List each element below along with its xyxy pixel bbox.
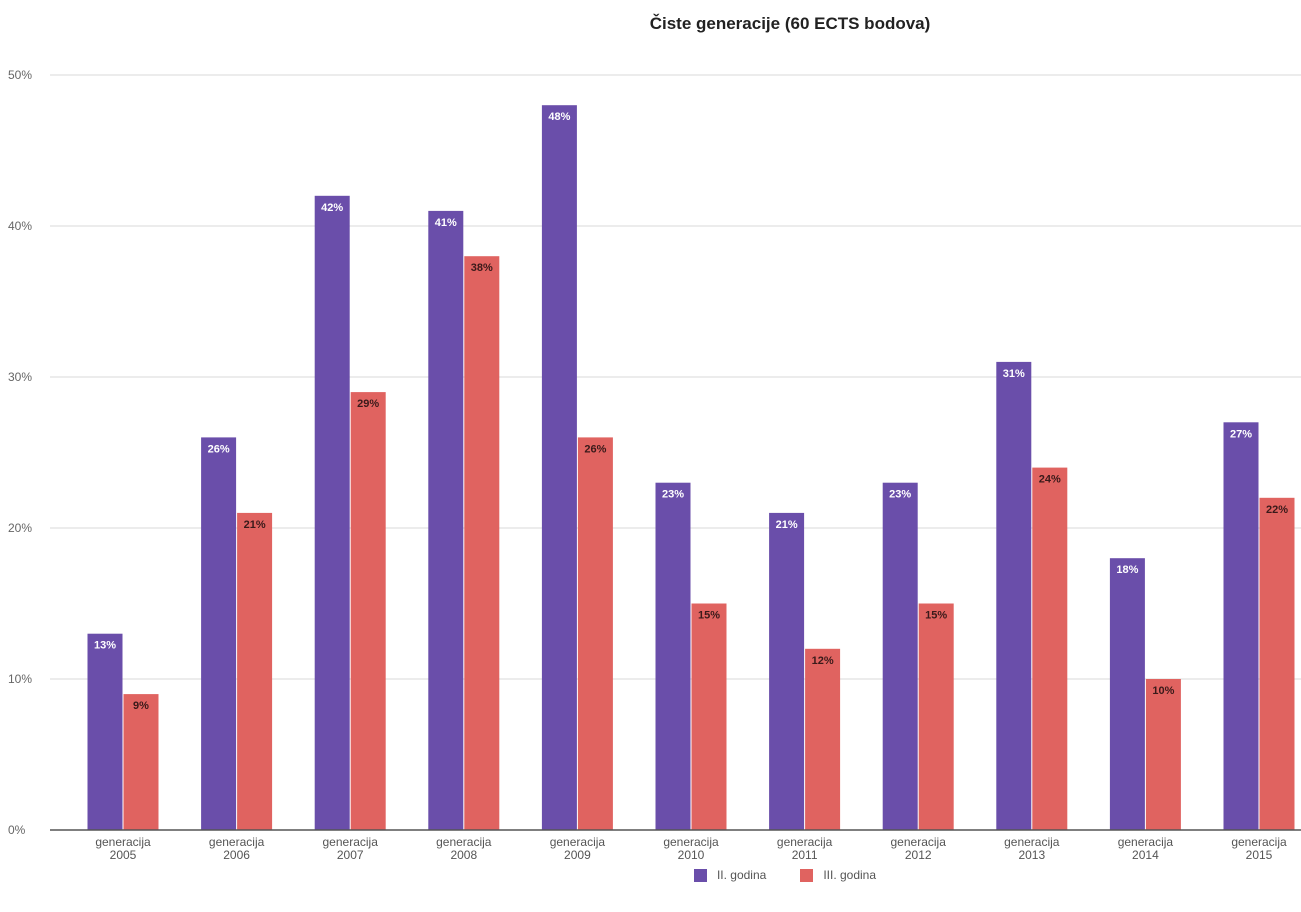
bar-iii-godina[interactable] — [1145, 679, 1181, 830]
bar-iii-godina[interactable] — [464, 256, 500, 830]
bar-ii-godina[interactable] — [201, 437, 237, 830]
bar-ii-godina[interactable] — [769, 512, 805, 830]
x-tick-label: 2008 — [450, 848, 477, 862]
x-tick-label: generacija — [95, 835, 151, 849]
legend-swatch-ii-godina — [693, 868, 707, 882]
x-tick-label: generacija — [209, 835, 265, 849]
y-tick-label: 40% — [8, 219, 32, 233]
bar-iii-godina[interactable] — [350, 392, 386, 830]
data-label: 31% — [1003, 368, 1025, 380]
bar-ii-godina[interactable] — [1109, 558, 1145, 830]
bar-ii-godina[interactable] — [428, 210, 464, 830]
x-tick-label: generacija — [436, 835, 492, 849]
data-label: 42% — [321, 202, 343, 214]
y-tick-label: 0% — [8, 823, 26, 837]
legend-label-ii-godina: II. godina — [716, 868, 767, 882]
x-tick-label: 2011 — [792, 848, 818, 862]
bar-ii-godina[interactable] — [655, 482, 691, 830]
y-tick-label: 50% — [8, 68, 32, 82]
x-tick-label: generacija — [891, 835, 947, 849]
x-tick-label: 2012 — [905, 848, 932, 862]
data-label: 29% — [357, 398, 379, 410]
x-tick-label: 2015 — [1246, 848, 1273, 862]
bar-ii-godina[interactable] — [314, 195, 350, 831]
x-tick-label: 2009 — [564, 848, 591, 862]
y-axis-ticks: 0% 10% 20% 30% 40% 50% — [8, 68, 32, 837]
data-label: 9% — [133, 700, 149, 712]
y-tick-label: 30% — [8, 370, 32, 384]
data-label: 21% — [244, 519, 266, 531]
bar-iii-godina[interactable] — [123, 694, 159, 830]
x-tick-label: generacija — [1118, 835, 1174, 849]
bar-iii-godina[interactable] — [805, 648, 841, 830]
x-tick-label: 2010 — [678, 848, 705, 862]
x-tick-label: 2007 — [337, 848, 364, 862]
x-tick-label: generacija — [663, 835, 719, 849]
data-label: 13% — [94, 640, 116, 652]
data-label: 26% — [208, 443, 230, 455]
data-label: 26% — [584, 443, 606, 455]
bar-iii-godina[interactable] — [918, 603, 954, 831]
y-tick-label: 10% — [8, 672, 32, 686]
data-label: 18% — [1116, 564, 1138, 576]
legend-swatch-iii-godina — [800, 868, 814, 882]
x-tick-label: 2013 — [1018, 848, 1045, 862]
data-label: 48% — [548, 111, 570, 123]
x-tick-label: 2014 — [1132, 848, 1159, 862]
data-label: 41% — [435, 217, 457, 229]
bar-ii-godina[interactable] — [87, 633, 123, 830]
data-label: 23% — [662, 489, 684, 501]
data-label: 27% — [1230, 428, 1252, 440]
bar-iii-godina[interactable] — [1032, 467, 1068, 830]
bar-iii-godina[interactable] — [691, 603, 727, 831]
bar-ii-godina[interactable] — [882, 482, 918, 830]
data-label: 10% — [1152, 685, 1174, 697]
x-tick-label: 2005 — [110, 848, 137, 862]
x-tick-label: generacija — [1004, 835, 1060, 849]
legend-label-iii-godina: III. godina — [823, 868, 877, 882]
x-tick-label: generacija — [1231, 835, 1287, 849]
bar-ii-godina[interactable] — [996, 361, 1032, 830]
bars — [87, 105, 1295, 831]
x-tick-label: generacija — [550, 835, 606, 849]
data-label: 12% — [812, 655, 834, 667]
bar-iii-godina[interactable] — [237, 512, 273, 830]
bar-iii-godina[interactable] — [1259, 497, 1295, 830]
data-label: 21% — [776, 519, 798, 531]
data-label: 15% — [698, 610, 720, 622]
y-tick-label: 20% — [8, 521, 32, 535]
legend-item-iii-godina[interactable]: III. godina — [800, 868, 876, 882]
data-label: 38% — [471, 262, 493, 274]
legend: II. godina III. godina — [0, 868, 1301, 882]
data-label: 15% — [925, 610, 947, 622]
bar-ii-godina[interactable] — [541, 105, 577, 830]
x-tick-label: generacija — [323, 835, 379, 849]
x-tick-label: generacija — [777, 835, 833, 849]
bar-ii-godina[interactable] — [1223, 422, 1259, 830]
bar-iii-godina[interactable] — [577, 437, 613, 830]
x-tick-label: 2006 — [223, 848, 250, 862]
legend-item-ii-godina[interactable]: II. godina — [693, 868, 767, 882]
data-labels: 13% 9% 26% 21% 42% 29% 41% 38% 48% 26% 23% 15% 21% 12… — [94, 111, 1288, 712]
data-label: 22% — [1266, 504, 1288, 516]
chart-title: Čiste generacije (60 ECTS bodova) — [649, 14, 931, 33]
data-label: 24% — [1039, 474, 1061, 486]
data-label: 23% — [889, 489, 911, 501]
x-axis-ticks: generacija2005generacija2006generacija20… — [95, 835, 1287, 862]
